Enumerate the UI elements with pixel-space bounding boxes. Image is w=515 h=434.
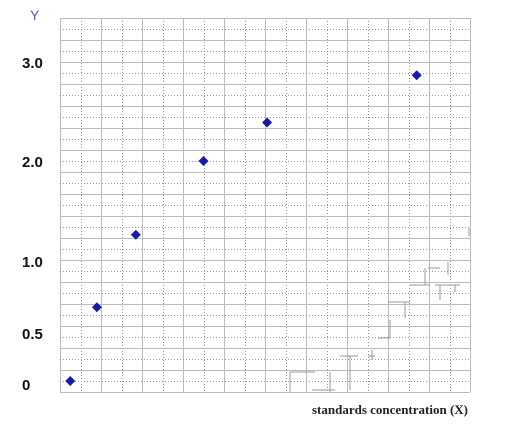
- x-axis-label: standards concentration (X): [312, 402, 468, 417]
- data-points: [65, 70, 422, 386]
- data-point: [411, 70, 422, 81]
- y-tick-label: 0.5: [22, 326, 43, 343]
- y-tick-label: 0: [22, 377, 30, 394]
- data-point: [198, 156, 209, 166]
- background-artifacts: [289, 228, 470, 392]
- grid: [60, 18, 471, 393]
- y-axis-label: Y: [30, 7, 40, 23]
- y-tick-label: 1.0: [22, 254, 43, 271]
- y-tick-labels: 3.0 2.0 1.0 0.5 0: [22, 55, 43, 394]
- data-point: [91, 302, 102, 313]
- data-point: [130, 229, 141, 240]
- data-point: [65, 376, 76, 386]
- y-tick-label: 2.0: [22, 154, 43, 171]
- data-point: [262, 117, 273, 128]
- y-tick-label: 3.0: [22, 55, 43, 72]
